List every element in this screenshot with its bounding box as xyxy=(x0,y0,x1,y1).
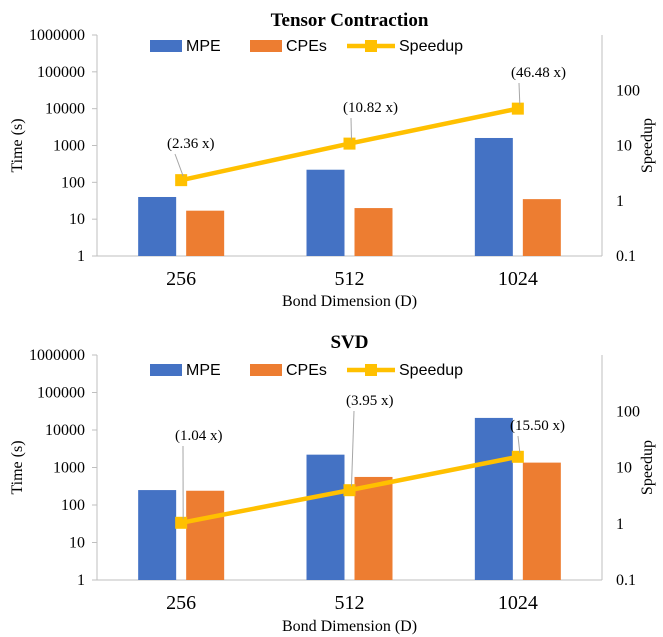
speedup-annotation: (1.04 x) xyxy=(175,428,223,444)
y2-tick-label: 0.1 xyxy=(616,248,636,265)
y-tick-label: 100000 xyxy=(37,385,85,402)
x-tick-label: 512 xyxy=(335,268,365,290)
legend-item-speedup: Speedup xyxy=(347,38,463,55)
y2-tick-label: 1 xyxy=(616,516,624,533)
y-tick-label: 1000 xyxy=(53,138,85,155)
annotation-leader xyxy=(350,117,352,140)
y2-tick-label: 10 xyxy=(616,460,632,477)
bar-cpes-256 xyxy=(186,490,225,580)
y-tick-label: 10 xyxy=(69,535,85,552)
legend-swatch-marker xyxy=(365,40,377,52)
legend-item-cpes: CPEs xyxy=(250,362,327,379)
speedup-annotation: (10.82 x) xyxy=(343,100,398,116)
speedup-marker-256 xyxy=(175,516,188,529)
bar-cpes-512 xyxy=(354,476,393,580)
bar-mpe-1024 xyxy=(474,137,513,256)
x-tick-label: 256 xyxy=(166,592,196,614)
legend-label: CPEs xyxy=(286,362,327,379)
legend-label: CPEs xyxy=(286,38,327,55)
legend-label: MPE xyxy=(186,38,221,55)
legend-swatch xyxy=(150,364,182,376)
x-tick-label: 256 xyxy=(166,268,196,290)
speedup-annotation: (46.48 x) xyxy=(511,65,566,81)
y-tick-label: 100000 xyxy=(37,64,85,81)
y-tick-label: 1000000 xyxy=(29,27,85,44)
x-axis-label: Bond Dimension (D) xyxy=(282,293,417,310)
legend-swatch xyxy=(250,40,282,52)
legend-item-cpes: CPEs xyxy=(250,38,327,55)
chart-2: SVD 1 10 100 1000 10000 100000 1000000 0.1 1 10 100… xyxy=(9,332,656,635)
bar-mpe-512 xyxy=(306,169,345,256)
legend-swatch xyxy=(150,40,182,52)
annotation-leader xyxy=(174,153,184,177)
legend-label: Speedup xyxy=(399,362,463,379)
y2-tick-label: 1 xyxy=(616,193,624,210)
speedup-marker-512 xyxy=(343,484,356,497)
y-axis-label: Time (s) xyxy=(9,118,26,172)
chart-title: Tensor Contraction xyxy=(271,10,429,31)
y-tick-label: 1000 xyxy=(53,460,85,477)
y2-tick-label: 0.1 xyxy=(616,572,636,589)
bar-mpe-256 xyxy=(138,196,177,256)
bar-mpe-512 xyxy=(306,454,345,580)
bar-cpes-256 xyxy=(186,210,225,256)
y-tick-label: 1 xyxy=(77,248,85,265)
annotation-leader xyxy=(517,435,521,453)
y2-axis-label: Speedup xyxy=(639,118,656,173)
y2-tick-label: 100 xyxy=(616,403,640,420)
chart-1: Tensor Contraction 1 10 100 1000 10000 100000 1… xyxy=(9,10,656,310)
legend-swatch xyxy=(250,364,282,376)
y-tick-label: 1 xyxy=(77,572,85,589)
legend-label: Speedup xyxy=(399,38,463,55)
y2-tick-label: 10 xyxy=(616,138,632,155)
y2-axis-label: Speedup xyxy=(639,440,656,495)
y-tick-label: 10000 xyxy=(45,101,85,118)
legend-swatch-marker xyxy=(365,364,377,376)
legend-label: MPE xyxy=(186,362,221,379)
y-tick-label: 1000000 xyxy=(29,347,85,364)
bar-cpes-1024 xyxy=(522,199,561,256)
speedup-annotation: (2.36 x) xyxy=(167,136,215,152)
speedup-marker-512 xyxy=(343,137,356,150)
y-tick-label: 10 xyxy=(69,211,85,228)
y-tick-label: 100 xyxy=(61,174,85,191)
speedup-annotation: (3.95 x) xyxy=(346,393,394,409)
legend-item-mpe: MPE xyxy=(150,362,221,379)
y-axis-label: Time (s) xyxy=(9,440,26,494)
chart-title: SVD xyxy=(330,332,368,353)
speedup-marker-1024 xyxy=(511,102,524,115)
y-tick-label: 10000 xyxy=(45,422,85,439)
x-tick-label: 1024 xyxy=(498,268,538,290)
bar-mpe-1024 xyxy=(474,417,513,580)
legend-item-speedup: Speedup xyxy=(347,362,463,379)
annotation-leader xyxy=(351,410,355,487)
bar-cpes-512 xyxy=(354,208,393,256)
x-axis-label: Bond Dimension (D) xyxy=(282,618,417,635)
x-tick-label: 1024 xyxy=(498,592,538,614)
bar-cpes-1024 xyxy=(522,462,561,580)
speedup-marker-256 xyxy=(175,174,188,187)
y-tick-label: 100 xyxy=(61,497,85,514)
bar-mpe-256 xyxy=(138,490,177,580)
x-tick-label: 512 xyxy=(335,592,365,614)
speedup-annotation: (15.50 x) xyxy=(510,418,565,434)
speedup-marker-1024 xyxy=(511,450,524,463)
annotation-leader xyxy=(518,82,521,105)
y2-tick-label: 100 xyxy=(616,82,640,99)
legend-item-mpe: MPE xyxy=(150,38,221,55)
